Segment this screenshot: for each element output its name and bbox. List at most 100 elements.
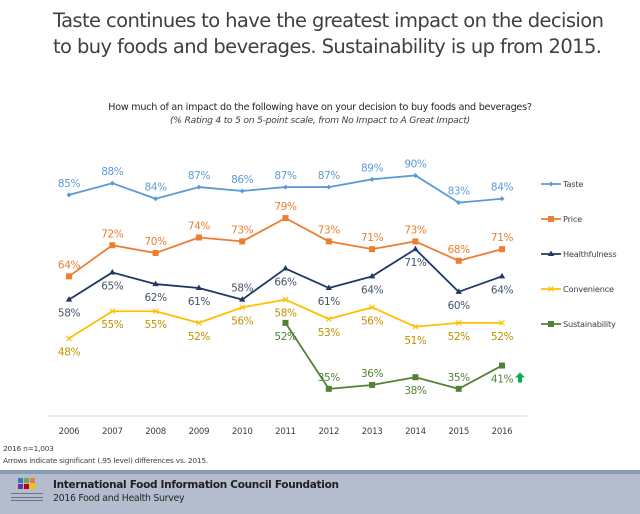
data-label-healthfulness: 64%	[361, 284, 384, 296]
data-label-convenience: 51%	[404, 335, 427, 347]
data-label-convenience: 53%	[318, 327, 341, 339]
data-label-convenience: 55%	[101, 319, 124, 331]
data-label-convenience: 52%	[448, 331, 471, 343]
data-label-price: 74%	[188, 221, 211, 233]
x-tick-label: 2016	[492, 427, 513, 437]
data-label-price: 68%	[448, 244, 471, 256]
data-point-sustainability	[412, 374, 419, 381]
data-point-convenience	[369, 304, 376, 311]
data-label-price: 71%	[491, 232, 514, 244]
data-point-price	[66, 273, 72, 280]
series-price: 64% 72% 70% 74% 73% 79% 73% 71% 73% 68% 71%	[58, 201, 514, 280]
data-point-taste	[239, 188, 245, 194]
x-tick-label: 2006	[59, 427, 80, 437]
data-point-taste	[109, 180, 115, 186]
data-label-taste: 85%	[58, 178, 81, 190]
data-point-convenience	[499, 319, 505, 326]
data-label-price: 73%	[318, 224, 341, 236]
data-point-sustainability	[282, 319, 289, 326]
data-point-price	[369, 246, 376, 253]
data-point-convenience	[455, 319, 462, 326]
data-label-healthfulness: 61%	[318, 296, 341, 308]
data-point-taste	[456, 200, 462, 206]
legend-item-convenience: Convenience	[541, 284, 614, 294]
data-point-price	[152, 250, 159, 257]
slide-title-line-1: Taste continues to have the greatest imp…	[53, 9, 604, 32]
data-label-taste: 84%	[145, 182, 168, 194]
data-label-convenience: 56%	[361, 315, 384, 327]
data-point-healthfulness	[498, 272, 506, 279]
x-tick-label: 2014	[405, 427, 426, 437]
data-point-price	[282, 215, 289, 222]
data-point-taste	[196, 184, 202, 190]
legend-item-sustainability: Sustainability	[541, 319, 616, 329]
footer-bar: International Food Information Council F…	[0, 470, 640, 514]
data-label-price: 73%	[404, 224, 427, 236]
data-label-healthfulness: 65%	[101, 280, 124, 292]
data-label-price: 72%	[101, 228, 124, 240]
data-point-taste	[66, 192, 72, 198]
data-label-price: 64%	[58, 259, 81, 271]
ific-foundation-logo-icon	[11, 476, 43, 512]
legend-marker	[548, 216, 554, 222]
data-point-sustainability	[499, 362, 505, 369]
data-label-convenience: 48%	[58, 346, 81, 358]
data-point-convenience	[412, 323, 419, 330]
legend-label: Sustainability	[563, 319, 616, 329]
data-label-sustainability: 36%	[361, 368, 384, 380]
data-point-healthfulness	[109, 268, 116, 275]
data-point-healthfulness	[239, 296, 246, 302]
data-point-price	[109, 242, 116, 249]
chart-legend: Taste Price Healthfulness Convenience Sustai…	[541, 179, 617, 329]
series-healthfulness: 58% 65% 62% 61% 58% 66% 61% 64% 71% 60% 64%	[58, 245, 514, 320]
chart-title: How much of an impact do the following h…	[108, 102, 532, 113]
data-label-taste: 90%	[404, 158, 427, 170]
data-label-taste: 87%	[188, 170, 211, 182]
data-label-healthfulness: 58%	[58, 308, 81, 320]
legend-label: Price	[563, 214, 582, 224]
data-label-convenience: 55%	[145, 319, 168, 331]
line-chart: 2006 2007 2008 2009 2010 2011 2012 2013 2014 2015…	[48, 158, 617, 437]
x-tick-label: 2010	[232, 427, 253, 437]
data-label-convenience: 56%	[231, 315, 254, 327]
data-label-healthfulness: 66%	[274, 277, 297, 289]
data-label-convenience: 52%	[188, 331, 211, 343]
legend-item-price: Price	[541, 214, 582, 224]
data-point-healthfulness	[152, 280, 159, 287]
data-label-price: 70%	[145, 236, 168, 248]
legend-marker	[547, 250, 555, 256]
x-tick-label: 2012	[318, 427, 339, 437]
data-label-taste: 88%	[101, 166, 124, 178]
x-tick-label: 2007	[102, 427, 123, 437]
data-label-healthfulness: 71%	[404, 257, 427, 269]
up-arrow-shape	[515, 372, 525, 383]
slide-title-line-2: to buy foods and beverages. Sustainabili…	[53, 35, 602, 58]
data-label-taste: 86%	[231, 174, 254, 186]
legend-marker	[548, 181, 554, 187]
data-point-convenience	[282, 296, 289, 303]
data-label-healthfulness: 64%	[491, 284, 514, 296]
data-point-healthfulness	[412, 245, 419, 252]
data-label-convenience: 52%	[491, 331, 514, 343]
series-line-sustainability	[284, 322, 503, 390]
legend-label: Healthfulness	[563, 249, 616, 259]
significance-note: Arrows indicate significant (.95 level) …	[3, 456, 209, 465]
data-label-healthfulness: 60%	[448, 300, 471, 312]
data-label-healthfulness: 62%	[145, 292, 168, 304]
data-label-price: 79%	[274, 201, 297, 213]
data-label-convenience: 58%	[274, 308, 297, 320]
organization-name: International Food Information Council F…	[53, 479, 339, 491]
legend-label: Convenience	[563, 284, 614, 294]
data-label-price: 71%	[361, 232, 384, 244]
data-label-sustainability: 38%	[404, 385, 427, 397]
data-label-healthfulness: 58%	[231, 283, 254, 295]
x-axis-tick-labels: 2006 2007 2008 2009 2010 2011 2012 2013 2014 2015…	[59, 427, 513, 437]
data-label-price: 73%	[231, 224, 254, 236]
data-label-taste: 89%	[361, 162, 384, 174]
data-point-price	[195, 234, 202, 241]
x-tick-label: 2013	[362, 427, 383, 437]
x-tick-label: 2011	[275, 427, 296, 437]
data-label-taste: 87%	[274, 170, 297, 182]
data-label-sustainability: 35%	[448, 372, 471, 384]
data-point-convenience	[66, 335, 72, 342]
